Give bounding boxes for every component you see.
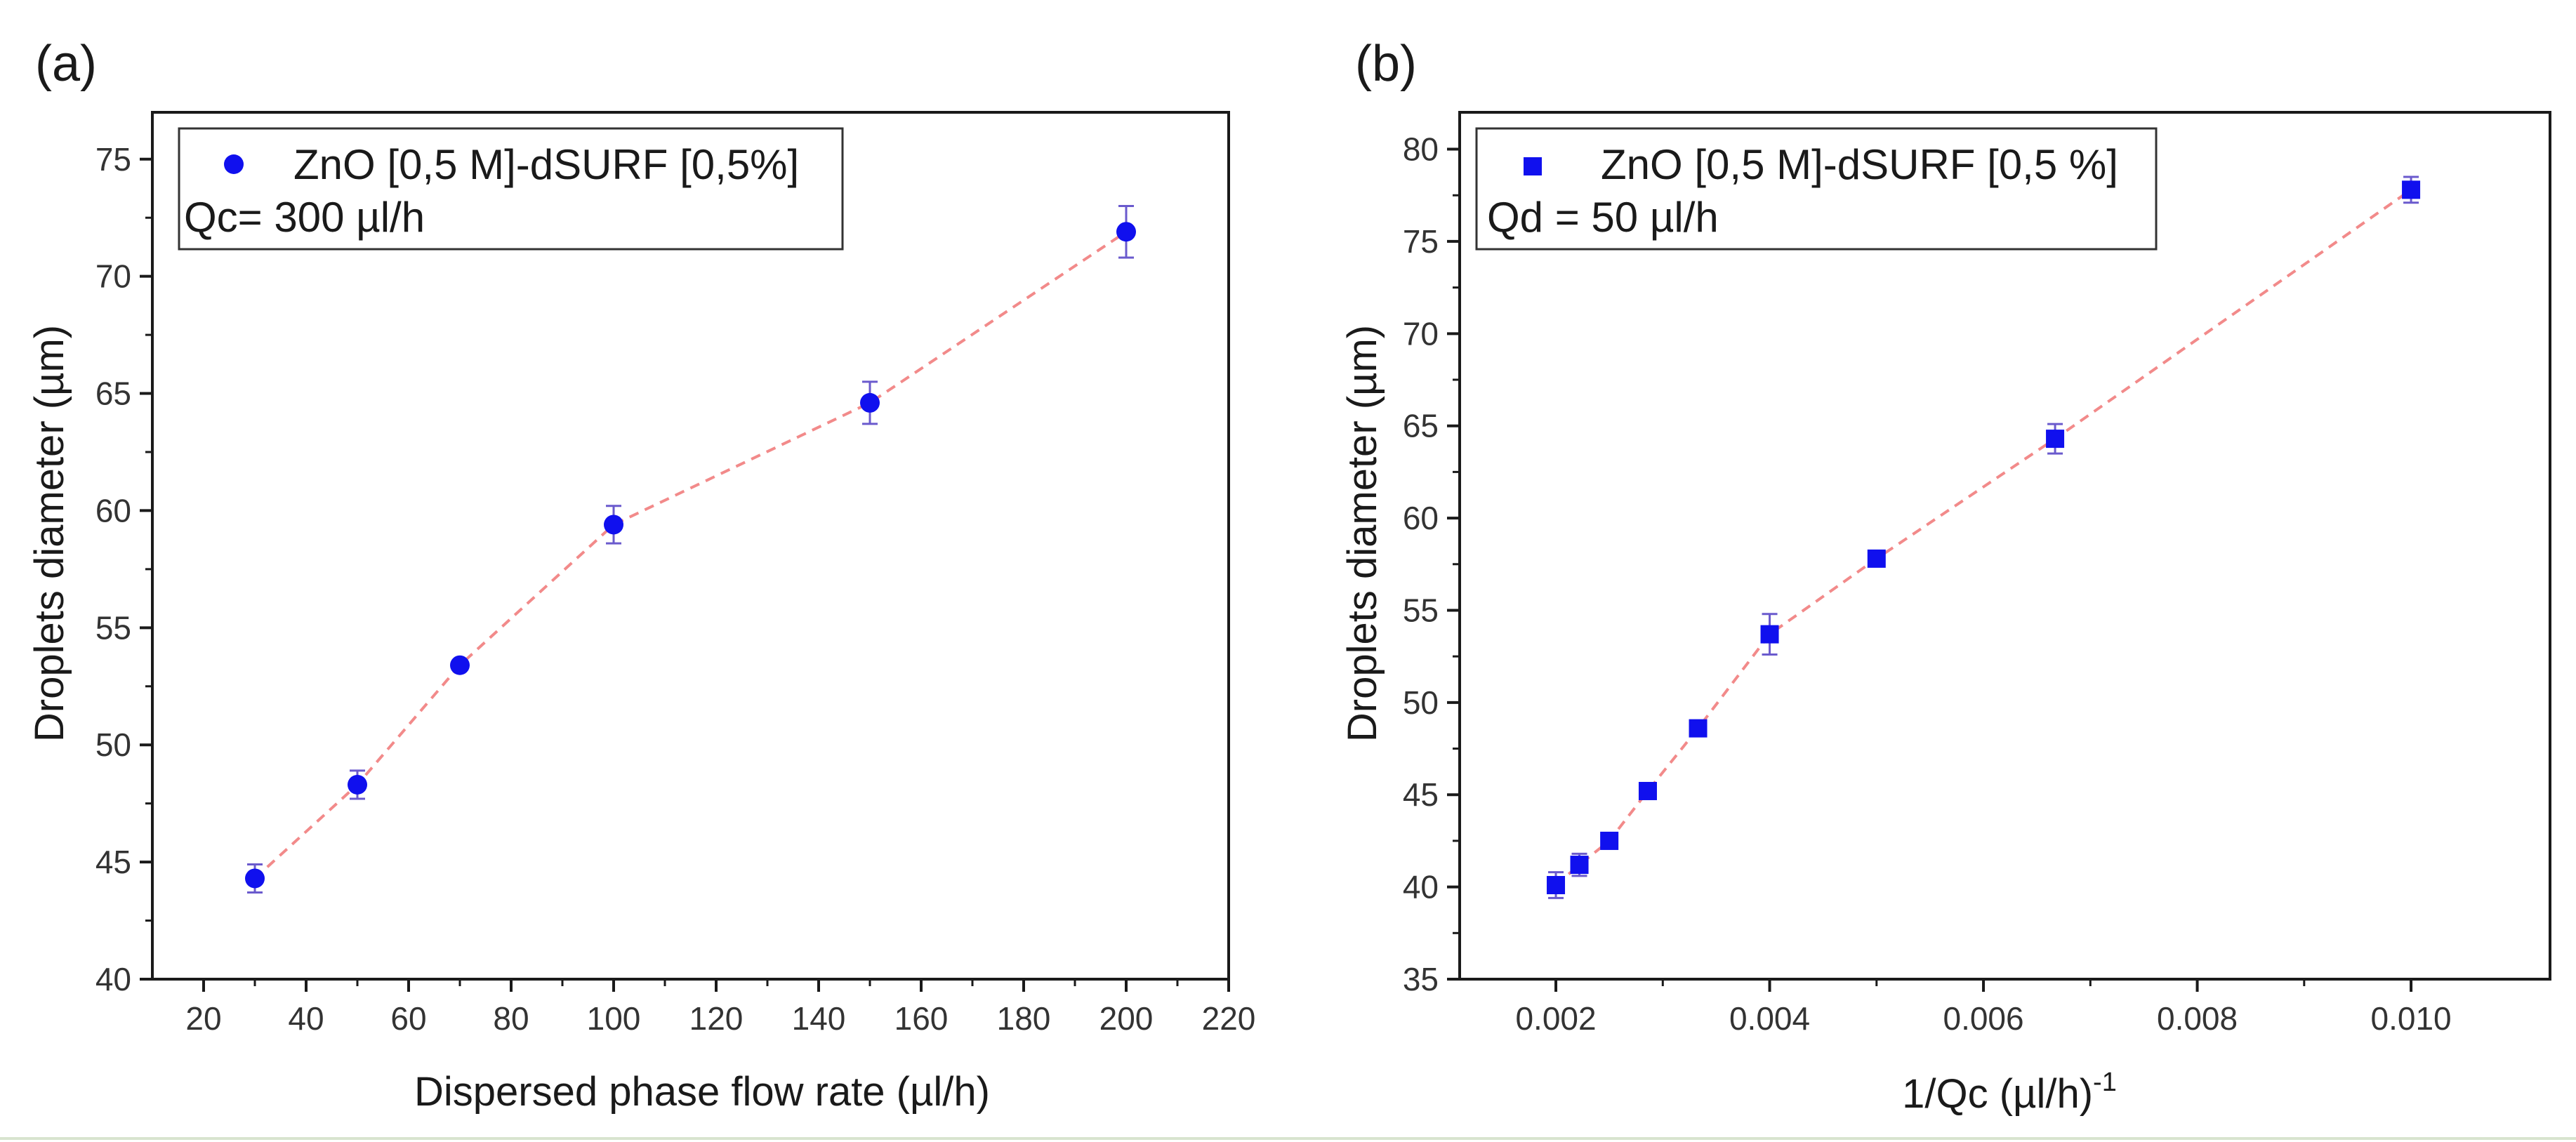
chart-a-x-tick-label: 20 [185,1000,221,1037]
chart-a-data-point [860,392,880,413]
chart-b-plot-frame [1458,111,2551,981]
chart-b-x-tick-label: 0.006 [1943,1000,2023,1037]
chart-b-y-tick-label: 75 [1403,223,1439,260]
chart-a-x-tick-label: 160 [894,1000,949,1037]
chart-b-data-point [2046,430,2065,449]
chart-a: (a) 20 40 60 80 100 120 140 160 180 200 220 40 45 50 5… [27,36,1255,1115]
chart-b-y-axis-title: Droplets diameter (µm) [1340,325,1385,742]
chart-a-y-tick-label: 70 [95,258,131,295]
chart-b-data-point [1600,831,1619,850]
chart-a-data-point [1116,222,1136,242]
chart-b-y-tick-label: 35 [1403,961,1439,997]
chart-a-marks [245,205,1136,894]
chart-b-x-axis-title: 1/Qc (µl/h)-1 [1902,1068,2117,1117]
chart-a-data-point [604,514,623,535]
chart-b-data-point [1867,549,1886,568]
chart-a-data-point [245,868,265,889]
chart-b-x-tick-label: 0.010 [2371,1000,2452,1037]
chart-b-x-axis-title-superscript: -1 [2093,1068,2117,1097]
chart-b-y-tick-label: 45 [1403,776,1439,813]
chart-a-x-tick-label: 60 [390,1000,426,1037]
chart-a-y-tick-label: 60 [95,492,131,529]
chart-b-x-axis-title-main: 1/Qc (µl/h) [1902,1071,2093,1117]
chart-a-y-tick-label: 75 [95,141,131,178]
chart-b-legend-entry: ZnO [0,5 M]-dSURF [0,5 %] [1601,141,2118,188]
chart-a-ticks: 20 40 60 80 100 120 140 160 180 200 220 40 45 50 55 60 6… [95,141,1256,1037]
chart-b-data-point [2402,180,2421,199]
chart-a-y-tick-label: 65 [95,376,131,412]
chart-a-y-axis-title: Droplets diameter (µm) [27,325,72,742]
chart-a-x-tick-label: 120 [689,1000,744,1037]
chart-a-y-tick-label: 40 [95,961,131,997]
chart-a-x-tick-label: 40 [288,1000,324,1037]
chart-b-marks [1547,175,2421,899]
chart-b-data-point [1547,875,1566,894]
chart-b-legend-marker [1524,157,1542,175]
chart-b-ticks: 0.002 0.004 0.006 0.008 0.010 35 40 45 50 55 60 65 7… [1403,131,2452,1037]
chart-a-legend-marker [224,154,244,174]
chart-a-legend-entry: ZnO [0,5 M]-dSURF [0,5%] [293,141,799,188]
chart-b-y-tick-label: 65 [1403,408,1439,444]
chart-a-data-point [348,774,367,795]
chart-b-data-point [1689,719,1708,738]
chart-a-plot-frame [151,111,1230,981]
chart-a-y-tick-label: 45 [95,844,131,880]
chart-a-series-line [253,230,1128,879]
chart-b-y-tick-label: 70 [1403,315,1439,352]
chart-b-y-tick-label: 50 [1403,684,1439,721]
chart-b-y-tick-label: 60 [1403,500,1439,536]
chart-b-y-tick-label: 40 [1403,869,1439,905]
chart-b-legend-note: Qd = 50 µl/h [1487,194,1719,241]
chart-a-y-tick-label: 55 [95,609,131,646]
chart-b-data-point [1570,856,1589,875]
chart-b-x-tick-label: 0.002 [1515,1000,1596,1037]
chart-b-y-tick-label: 55 [1403,592,1439,628]
chart-b-legend: ZnO [0,5 M]-dSURF [0,5 %] Qd = 50 µl/h [1475,127,2158,251]
panel-label-a: (a) [35,36,97,92]
chart-a-x-tick-label: 180 [997,1000,1051,1037]
chart-a-legend-box [178,127,844,251]
panel-label-b: (b) [1355,36,1417,92]
chart-b-y-tick-label: 80 [1403,131,1439,168]
chart-b-series-line [1554,188,2412,887]
chart-a-x-axis-title: Dispersed phase flow rate (µl/h) [414,1069,990,1115]
chart-b-x-tick-label: 0.008 [2157,1000,2238,1037]
chart-a-legend: ZnO [0,5 M]-dSURF [0,5%] Qc= 300 µl/h [178,127,844,251]
chart-a-x-tick-label: 200 [1099,1000,1154,1037]
chart-a-x-tick-label: 140 [792,1000,846,1037]
chart-b-data-point [1638,781,1657,800]
chart-a-x-tick-label: 80 [493,1000,529,1037]
chart-b-data-point [1760,625,1779,644]
chart-b: (b) 0.002 0.004 0.006 0.008 0.010 35 40 45 50 55 6… [1340,36,2551,1117]
chart-a-legend-note: Qc= 300 µl/h [184,194,425,241]
chart-a-x-tick-label: 100 [587,1000,641,1037]
chart-a-y-tick-label: 50 [95,726,131,763]
chart-b-legend-box [1475,127,2158,251]
chart-a-data-point [450,655,470,675]
chart-b-x-tick-label: 0.004 [1729,1000,1810,1037]
chart-a-x-tick-label: 220 [1202,1000,1256,1037]
